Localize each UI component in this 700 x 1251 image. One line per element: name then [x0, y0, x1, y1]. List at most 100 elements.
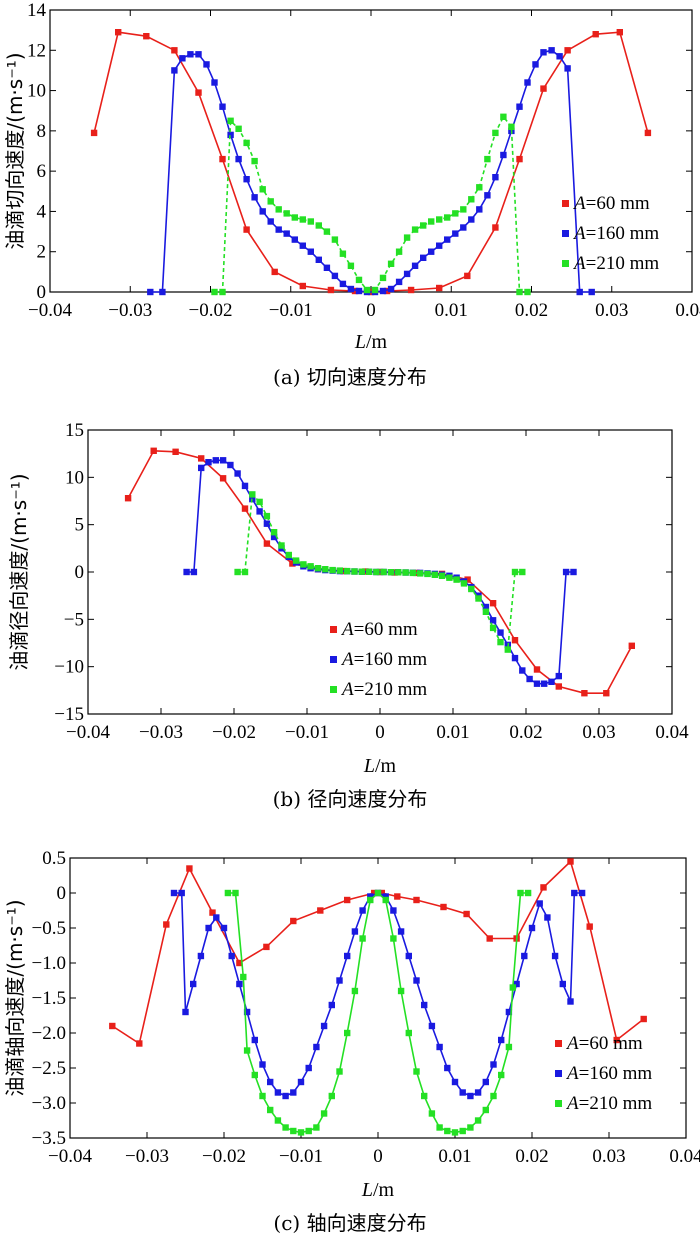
chart-c-series-a-160-mm-point [213, 914, 220, 921]
chart-b-series-a-160-mm-point [227, 461, 234, 469]
chart-c-series-a-160-mm-point [451, 1078, 459, 1086]
chart-a-series-a-60-mm-point [616, 29, 623, 36]
chart-b-series-a-210-mm-point [322, 566, 329, 573]
chart-a-series-a-60-mm-point [195, 89, 202, 96]
chart-c-series-a-210-mm-point [421, 1092, 428, 1100]
chart-b-series-a-210-mm-point [270, 529, 278, 536]
chart-c-series-a-160-mm-point [382, 893, 389, 900]
chart-b-series-a-160-mm-point [519, 667, 526, 674]
chart-c-series-a-160-mm-point [190, 980, 197, 988]
chart-c-series-a-210-mm-point [413, 1068, 420, 1075]
chart-c-series-a-160-mm-point [490, 1061, 497, 1068]
chart-a-series-a-160-mm-point [235, 155, 242, 163]
chart-b-series-a-210-mm-point [256, 498, 263, 506]
chart-a-series-a-210-mm-point [323, 228, 331, 235]
chart-b-series-a-210-mm-point [373, 568, 380, 576]
chart-a-series-a-160-mm-point [484, 192, 491, 199]
chart-c-legend-marker [555, 1070, 562, 1077]
chart-c-series-a-210-mm-point [459, 1127, 466, 1135]
chart-c-series-a-210-mm-point [359, 935, 366, 942]
chart-c-series-a-160-mm-point [170, 889, 178, 897]
chart-b-series-a-210-mm [234, 491, 526, 653]
chart-a-series-a-210-mm-point [500, 113, 507, 120]
chart-c-series-a-160-mm-point [528, 924, 536, 932]
chart-c-x-tick-label: 0.01 [438, 1146, 471, 1167]
chart-a-series-a-210-mm-point [299, 216, 306, 223]
chart-a-series-a-160-mm-point [171, 67, 178, 74]
chart-b-x-tick-label: 0.01 [436, 722, 469, 743]
chart-c-series-a-210-mm-point [240, 973, 247, 981]
chart-b-series-a-210-mm-point [387, 569, 395, 576]
chart-b-series-a-210-mm-point [453, 576, 460, 583]
chart-b-series-a-60-mm-point [581, 690, 588, 697]
chart-c-y-tick-label: −1.0 [32, 953, 66, 974]
chart-a-series-a-160-mm-point [315, 256, 322, 263]
chart-b-series-a-60-mm-point [489, 600, 497, 607]
chart-c: −0.04 −0.03 −0.02 −0.01 0 0.01 0.02 0.03 0.04 −3.… [3, 848, 700, 1235]
chart-c-series-a-210-mm-point [451, 1129, 459, 1136]
chart-c-series-a-160-mm-point [236, 980, 243, 988]
chart-a-series-a-210-mm-point [259, 186, 266, 193]
chart-c-series-a-160-mm-point [282, 1092, 289, 1100]
chart-a-series-a-210-mm-point [492, 129, 499, 137]
chart-b-series-a-210-mm-point [344, 567, 351, 575]
chart-a-y-tick-label: 6 [37, 161, 47, 182]
chart-a-x-tick-label: 0.03 [595, 300, 628, 321]
chart-b-series-a-160-mm-point [241, 482, 249, 490]
chart-a-series-a-60-mm-point [436, 284, 443, 292]
chart-c-series-a-60-mm-point [463, 910, 470, 918]
chart-c-series-a-60-mm-point [263, 943, 270, 951]
chart-a-series-a-160-mm-point [576, 288, 583, 296]
chart-b-series-a-210-mm-point [402, 569, 409, 576]
chart-a-series-a-210-mm-point [235, 125, 242, 132]
chart-a-series-a-60-mm-point [592, 31, 599, 38]
chart-a-series-a-210-mm-point [484, 155, 491, 163]
chart-c-series-a-60-mm-point [344, 896, 351, 904]
chart-b-series-a-210-mm-point [416, 570, 424, 577]
chart-b-series-a-160-mm-point [570, 568, 577, 576]
chart-a-series-a-60-mm-point [271, 268, 278, 276]
chart-a-series-a-210-mm-point [275, 206, 282, 213]
chart-c-series-a-210-mm-point [305, 1127, 312, 1135]
chart-a-series-a-210-mm-point [379, 274, 387, 282]
chart-a-series-a-210-mm-point [420, 222, 427, 229]
chart-b-x-tick-label: 0.04 [655, 722, 689, 743]
chart-a-series-a-210-mm-point [315, 222, 322, 229]
chart-a-series-a-160-mm-point [524, 79, 531, 86]
chart-a-y-tick-label: 8 [37, 121, 47, 142]
chart-c-series-a-160-mm-point [313, 1043, 320, 1051]
chart-b-y-tick-label: 5 [75, 515, 85, 536]
chart-c-series-a-160-mm-point [290, 1089, 297, 1096]
chart-a-series-a-160-mm-point [179, 55, 186, 62]
chart-c-y-tick-label: −2.0 [32, 1023, 66, 1044]
chart-b-series-a-210-mm-point [460, 580, 468, 587]
chart-c-legend-item-a-60-mm: A=60 mm [555, 1033, 643, 1054]
chart-a-legend-marker [562, 260, 569, 267]
chart-a-x-tick-label: 0.02 [515, 300, 548, 321]
chart-c-series-a-160-mm-point [459, 1089, 466, 1096]
chart-c-series-a-210-mm-point [320, 1110, 328, 1117]
chart-c-x-tick-label: 0.04 [669, 1146, 700, 1167]
chart-a-series-a-60-mm-point [464, 272, 471, 280]
chart-b-series-a-160-mm-point [219, 457, 227, 464]
chart-c-series-a-210-mm-point [382, 896, 389, 904]
chart-c-y-tick-label: −1.5 [32, 988, 66, 1009]
chart-a-x-tick-label: −0.02 [189, 300, 233, 321]
chart-c-series-a-160-mm-point [505, 1008, 513, 1016]
chart-c-series-a-60-mm-point [486, 935, 493, 942]
chart-c-x-tick-label: 0.02 [515, 1146, 548, 1167]
chart-c-series-a-160-mm-point [367, 893, 374, 900]
chart-b-series-a-210-mm-point [263, 512, 271, 520]
chart-a-series-a-160-mm-point [243, 176, 250, 183]
chart-b-series-a-210-mm-point [475, 595, 482, 602]
chart-b-series-a-160-mm-point [190, 568, 198, 576]
chart-a-series-a-210-mm-point [387, 260, 395, 267]
chart-a-series-a-210-mm-point [347, 262, 355, 269]
chart-c-series-a-210-mm-point [509, 984, 516, 991]
chart-b-legend: A=60 mm A=160 mm A=210 mm [330, 619, 427, 700]
chart-a-series-a-160-mm-point [420, 254, 427, 261]
chart-c-series-a-210-mm-point [517, 889, 524, 897]
chart-c-series-a-160-mm-line [173, 892, 583, 1097]
chart-a-series-a-210-mm-point [516, 288, 523, 296]
chart-a-legend-item-a-210-mm: A=210 mm [562, 253, 659, 274]
